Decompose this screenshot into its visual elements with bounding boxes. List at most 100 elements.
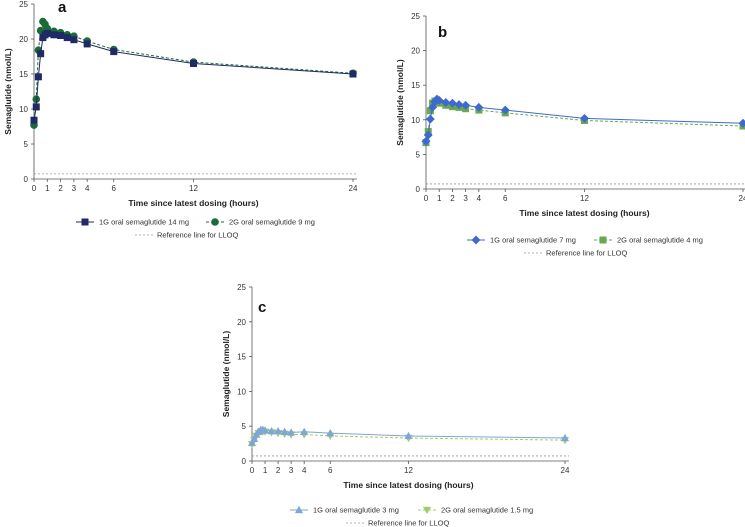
y-tick-label: 5: [24, 140, 29, 149]
x-tick-label: 0: [250, 466, 255, 475]
data-point: [50, 31, 58, 39]
data-point: [70, 36, 78, 44]
x-axis-title: Time since latest dosing (hours): [519, 208, 649, 218]
legend-entry: 1G oral semaglutide 7 mg: [490, 236, 576, 245]
y-tick-label: 25: [411, 12, 420, 21]
data-point: [267, 426, 276, 435]
y-tick-label: 15: [237, 353, 246, 362]
x-tick-label: 1: [263, 466, 268, 475]
data-point: [579, 113, 590, 123]
legend-swatch-marker: [81, 218, 89, 226]
panel-letter: c: [258, 299, 266, 316]
legend-swatch-marker: [599, 236, 607, 244]
y-tick-label: 10: [237, 387, 246, 396]
legend-swatch-marker: [294, 505, 304, 514]
legend: 1G oral semaglutide 7 mg 2G oral semaglut…: [467, 235, 703, 258]
x-tick-label: 4: [302, 466, 307, 475]
panel-letter: a: [58, 0, 67, 16]
x-tick-label: 0: [424, 194, 429, 203]
x-tick-label: 24: [561, 466, 570, 475]
data-point: [404, 431, 413, 440]
y-tick-label: 25: [19, 0, 28, 9]
x-tick-label: 6: [328, 466, 333, 475]
legend-swatch-marker: [471, 235, 481, 245]
y-axis-title: Semaglutide (nmol/L): [3, 48, 13, 135]
data-point: [428, 102, 438, 112]
y-tick-label: 20: [19, 35, 28, 44]
data-point: [273, 426, 283, 435]
x-tick-label: 3: [463, 194, 468, 203]
data-point: [32, 103, 40, 111]
data-point: [500, 105, 510, 115]
data-point: [349, 70, 357, 78]
y-tick-label: 0: [416, 185, 421, 194]
x-tick-label: 24: [349, 184, 358, 193]
data-point: [447, 98, 457, 108]
legend: 1G oral semaglutide 3 mg 2G oral semaglut…: [290, 506, 533, 527]
chart-panel-b: b05101520250123461224Time since latest d…: [395, 12, 745, 258]
data-point: [63, 34, 71, 42]
data-point: [326, 428, 335, 437]
x-tick-label: 4: [477, 194, 482, 203]
y-tick-label: 10: [411, 116, 420, 125]
series-1g-oral-semaglutide-14-mg: [30, 29, 357, 124]
legend-swatch-marker: [422, 506, 432, 515]
legend-entry-lloq: Reference line for LLOQ: [157, 231, 238, 240]
data-point: [560, 433, 570, 442]
data-point: [300, 427, 309, 435]
data-point: [425, 114, 435, 124]
series-line: [33, 32, 354, 121]
x-tick-label: 3: [289, 466, 294, 475]
y-tick-label: 10: [19, 105, 28, 114]
x-axis-title: Time since latest dosing (hours): [343, 480, 473, 490]
x-tick-label: 2: [450, 194, 455, 203]
legend-entry: 2G oral semaglutide 4 mg: [617, 236, 703, 245]
x-tick-label: 4: [85, 184, 90, 193]
y-tick-label: 15: [411, 81, 420, 90]
series-line: [425, 100, 744, 143]
data-point: [190, 59, 198, 67]
data-point: [423, 130, 433, 140]
x-tick-label: 12: [580, 194, 589, 203]
data-point: [474, 102, 484, 112]
x-tick-label: 24: [739, 194, 745, 203]
data-point: [247, 438, 257, 447]
data-point: [287, 428, 296, 436]
data-point: [43, 29, 51, 37]
data-point: [110, 48, 118, 56]
data-point: [250, 434, 259, 442]
y-tick-label: 5: [242, 422, 247, 431]
x-tick-label: 3: [72, 184, 77, 193]
data-point: [37, 50, 45, 58]
data-point: [260, 426, 270, 434]
data-point: [454, 100, 464, 110]
legend: 1G oral semaglutide 14 mg 2G oral semaglu…: [76, 218, 315, 240]
legend-entry-lloq: Reference line for LLOQ: [546, 249, 627, 258]
x-tick-label: 1: [437, 194, 442, 203]
x-tick-label: 2: [58, 184, 63, 193]
legend-entry: 2G oral semaglutide 1.5 mg: [441, 506, 533, 515]
legend-entry: 2G oral semaglutide 9 mg: [229, 218, 315, 227]
x-tick-label: 12: [189, 184, 198, 193]
panel-letter: b: [438, 24, 447, 41]
data-point: [441, 97, 451, 108]
y-tick-label: 25: [237, 283, 246, 292]
series-2g-oral-semaglutide-9-mg: [30, 17, 357, 129]
x-tick-label: 0: [32, 184, 37, 193]
legend-swatch-marker: [211, 218, 219, 226]
data-point: [34, 73, 42, 81]
y-tick-label: 0: [24, 175, 29, 184]
x-axis-title: Time since latest dosing (hours): [128, 198, 258, 208]
y-tick-label: 20: [411, 47, 420, 56]
x-tick-label: 6: [112, 184, 117, 193]
x-tick-label: 12: [404, 466, 413, 475]
y-tick-label: 5: [416, 150, 421, 159]
x-tick-label: 2: [276, 466, 281, 475]
series-1g-oral-semaglutide-7-mg: [421, 94, 745, 146]
y-tick-label: 15: [19, 70, 28, 79]
data-point: [30, 116, 38, 124]
series-1g-oral-semaglutide-3-mg: [247, 425, 570, 447]
